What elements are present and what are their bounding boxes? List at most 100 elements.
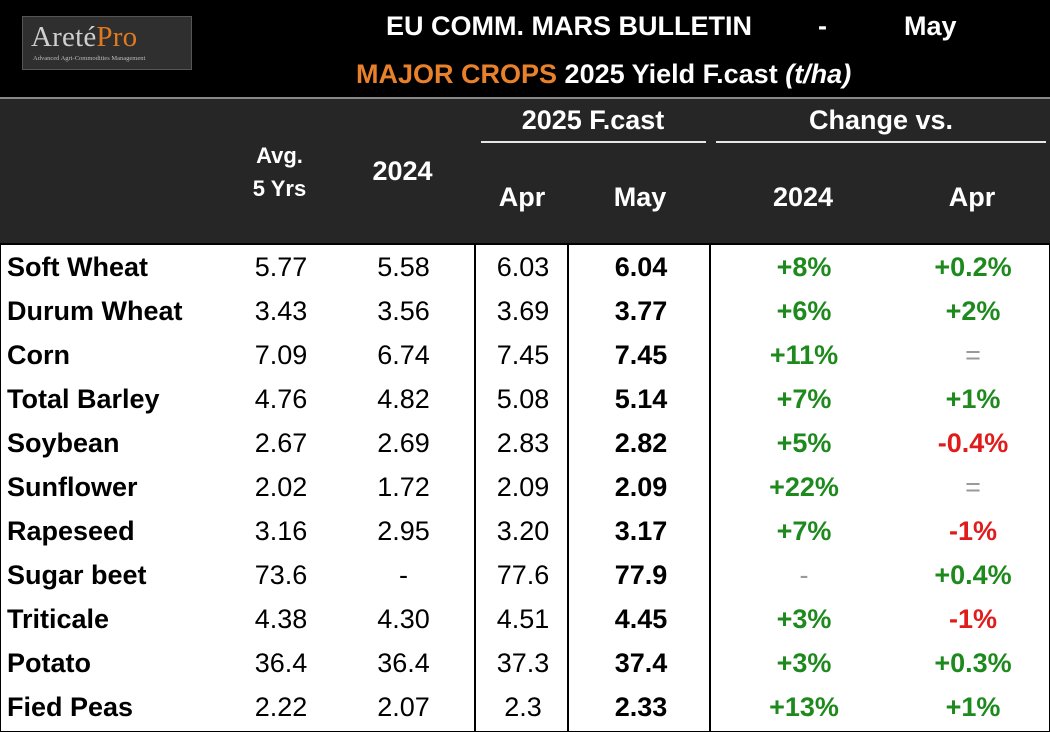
header-change-2024: 2024 (772, 182, 834, 212)
change-vs-apr: = (965, 340, 981, 370)
fcast-may-value: 2.82 (614, 428, 668, 458)
yield-2024-value: 2.07 (377, 692, 430, 722)
header-change-underline (716, 141, 1046, 143)
fcast-apr-value: 6.03 (496, 252, 550, 282)
divider-before-fcast (474, 243, 476, 731)
avg-5yrs-value: 73.6 (254, 560, 308, 590)
crop-name: Rapeseed (7, 516, 135, 546)
change-vs-2024: +3% (776, 604, 832, 634)
header-2025-fcast: 2025 F.cast (521, 105, 665, 135)
yield-2024-value: 2.95 (377, 516, 430, 546)
fcast-may-value: 3.77 (614, 296, 668, 326)
yield-2024-value: - (399, 560, 408, 590)
table-row: Fied Peas 2.22 2.07 2.3 2.33 +13% +1% (1, 685, 1049, 729)
header-2024: 2024 (372, 156, 433, 186)
header-fcast-underline (481, 141, 706, 143)
crop-name: Total Barley (7, 384, 160, 414)
change-vs-apr: +0.4% (934, 560, 1012, 590)
change-vs-2024: +8% (776, 252, 832, 282)
header-apr: Apr (498, 182, 546, 212)
crop-name: Durum Wheat (7, 296, 183, 326)
yield-2024-value: 1.72 (377, 472, 430, 502)
crop-name: Sugar beet (7, 560, 147, 590)
change-vs-apr: +2% (945, 296, 1001, 326)
avg-5yrs-value: 7.09 (254, 340, 308, 370)
fcast-may-value: 4.45 (614, 604, 668, 634)
fcast-apr-value: 2.83 (496, 428, 550, 458)
avg-5yrs-value: 2.22 (254, 692, 308, 722)
avg-5yrs-value: 3.16 (254, 516, 308, 546)
fcast-may-value: 5.14 (614, 384, 668, 414)
fcast-may-value: 2.09 (614, 472, 668, 502)
yield-forecast-label: 2025 Yield F.cast (564, 59, 778, 89)
change-vs-apr: +1% (945, 384, 1001, 414)
divider-before-change (709, 243, 711, 731)
change-vs-2024: +6% (776, 296, 832, 326)
yield-2024-value: 2.69 (377, 428, 430, 458)
bulletin-month: May (904, 11, 957, 41)
change-vs-2024: +5% (776, 428, 832, 458)
table-row: Potato 36.4 36.4 37.3 37.4 +3% +0.3% (1, 641, 1049, 685)
header-change-apr: Apr (948, 182, 996, 212)
crop-name: Sunflower (7, 472, 138, 502)
avg-5yrs-value: 4.38 (254, 604, 308, 634)
fcast-apr-value: 5.08 (496, 384, 550, 414)
title-separator: - (818, 11, 827, 41)
bulletin-title: EU COMM. MARS BULLETIN (386, 11, 752, 41)
yield-2024-value: 5.58 (377, 252, 430, 282)
logo-brand-accent: Pro (96, 21, 138, 53)
crop-name: Soybean (7, 428, 120, 458)
logo-wordmark: AretéPro (31, 21, 137, 54)
avg-5yrs-value: 3.43 (254, 296, 308, 326)
table-row: Soft Wheat 5.77 5.58 6.03 6.04 +8% +0.2% (1, 245, 1049, 289)
table-row: Corn 7.09 6.74 7.45 7.45 +11% = (1, 333, 1049, 377)
change-vs-2024: +11% (769, 340, 839, 370)
table-row: Triticale 4.38 4.30 4.51 4.45 +3% -1% (1, 597, 1049, 641)
table-row: Sunflower 2.02 1.72 2.09 2.09 +22% = (1, 465, 1049, 509)
fcast-apr-value: 2.09 (496, 472, 550, 502)
avg-5yrs-value: 5.77 (254, 252, 308, 282)
header-may: May (613, 182, 667, 212)
fcast-may-value: 3.17 (614, 516, 668, 546)
table-row: Rapeseed 3.16 2.95 3.20 3.17 +7% -1% (1, 509, 1049, 553)
crop-name: Potato (7, 648, 91, 678)
aretepro-logo: AretéPro Advanced Agri-Commodities Manag… (22, 16, 192, 70)
header-avg-line1: Avg. (256, 143, 303, 168)
fcast-apr-value: 77.6 (496, 560, 550, 590)
change-vs-apr: +1% (945, 692, 1001, 722)
header-change-vs: Change vs. (808, 105, 954, 135)
change-vs-2024: +13% (769, 692, 839, 722)
yield-2024-value: 3.56 (377, 296, 430, 326)
change-vs-apr: -0.4% (937, 428, 1009, 458)
crop-name: Corn (7, 340, 70, 370)
logo-brand-main: Areté (31, 21, 97, 53)
logo-tagline: Advanced Agri-Commodities Management (33, 55, 146, 62)
fcast-may-value: 6.04 (614, 252, 668, 282)
avg-5yrs-value: 2.67 (254, 428, 308, 458)
unit-label: (t/ha) (785, 59, 852, 89)
fcast-apr-value: 3.69 (496, 296, 550, 326)
crop-name: Fied Peas (7, 692, 134, 722)
crop-name: Soft Wheat (7, 252, 148, 282)
fcast-may-value: 77.9 (614, 560, 668, 590)
yield-2024-value: 6.74 (377, 340, 430, 370)
title-banner: AretéPro Advanced Agri-Commodities Manag… (0, 0, 1050, 97)
change-vs-apr: -1% (948, 604, 997, 634)
fcast-may-value: 2.33 (614, 692, 668, 722)
table-row: Total Barley 4.76 4.82 5.08 5.14 +7% +1% (1, 377, 1049, 421)
change-vs-2024: - (799, 560, 809, 590)
avg-5yrs-value: 4.76 (254, 384, 308, 414)
change-vs-2024: +7% (776, 384, 832, 414)
table-row: Soybean 2.67 2.69 2.83 2.82 +5% -0.4% (1, 421, 1049, 465)
avg-5yrs-value: 36.4 (254, 648, 308, 678)
change-vs-apr: +0.2% (934, 252, 1012, 282)
fcast-apr-value: 2.3 (504, 692, 542, 722)
fcast-apr-value: 37.3 (496, 648, 550, 678)
yield-2024-value: 36.4 (377, 648, 430, 678)
divider-apr-may (567, 243, 569, 731)
change-vs-2024: +22% (769, 472, 839, 502)
table-row: Sugar beet 73.6 - 77.6 77.9 - +0.4% (1, 553, 1049, 597)
fcast-may-value: 7.45 (614, 340, 668, 370)
avg-5yrs-value: 2.02 (254, 472, 308, 502)
